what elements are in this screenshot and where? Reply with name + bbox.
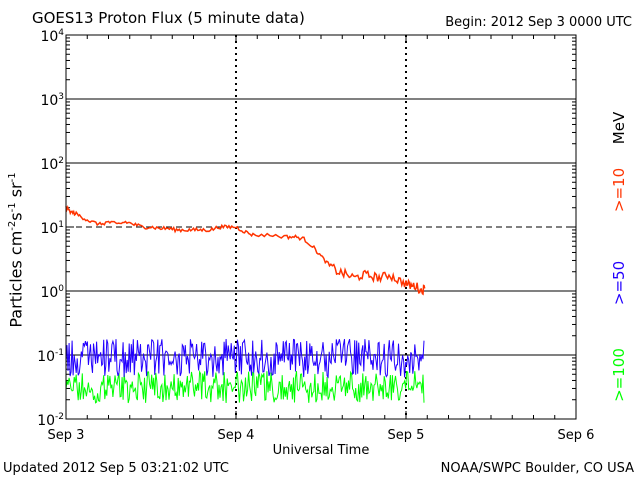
credit-label: NOAA/SWPC Boulder, CO USA	[440, 461, 634, 476]
legend-ge50: >=50	[610, 260, 628, 306]
updated-timestamp: Updated 2012 Sep 5 03:21:02 UTC	[3, 461, 230, 476]
y-axis-label: Particles cm-2s-1 sr-1	[6, 172, 26, 328]
y-tick-label: 102	[40, 156, 64, 173]
x-tick-label: Sep 4	[218, 428, 255, 443]
energy-unit-label: MeV	[610, 111, 628, 145]
legend-ge10: >=10	[610, 167, 628, 213]
series-ge10-line	[65, 205, 426, 296]
chart-title: GOES13 Proton Flux (5 minute data)	[32, 9, 305, 27]
y-tick-label: 104	[40, 28, 64, 45]
x-tick-label: Sep 6	[558, 428, 595, 443]
y-tick-label: 103	[40, 92, 64, 109]
plot-frame	[65, 34, 577, 420]
x-tick-label: Sep 3	[48, 428, 85, 443]
y-tick-label: 100	[40, 284, 64, 301]
legend-ge100: >=100	[610, 348, 628, 402]
begin-time-label: Begin: 2012 Sep 3 0000 UTC	[445, 15, 632, 30]
y-tick-label: 10-2	[37, 412, 64, 429]
y-tick-label: 101	[40, 220, 64, 237]
series-ge100-line	[65, 369, 425, 404]
x-tick-label: Sep 5	[388, 428, 425, 443]
axis-ticks	[65, 34, 577, 420]
series-ge50-line	[65, 338, 425, 379]
axis-labels: 10-2 10-1 100 101 102 103 104 Sep 3 Sep 4 Sep 5 Se…	[37, 28, 594, 458]
x-axis-title: Universal Time	[273, 443, 370, 458]
data-series	[65, 205, 426, 404]
y-tick-label: 10-1	[37, 348, 64, 365]
